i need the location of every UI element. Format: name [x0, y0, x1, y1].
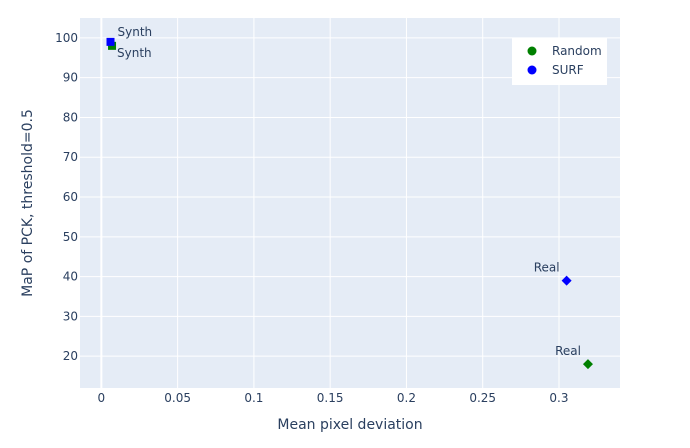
legend-item-random[interactable]: Random [527, 44, 602, 58]
legend[interactable]: Random SURF [512, 38, 607, 85]
y-tick-label: 90 [63, 71, 78, 85]
surf-point-synth[interactable] [106, 37, 115, 46]
y-axis-title: MaP of PCK, threshold=0.5 [20, 109, 36, 297]
surf-point-real[interactable] [561, 275, 572, 286]
y-tick-label: 20 [63, 349, 78, 363]
legend-marker-random [527, 46, 537, 56]
x-tick-label: 0.15 [317, 391, 344, 405]
legend-marker-surf [527, 65, 537, 75]
legend-label-random: Random [552, 44, 602, 58]
x-tick-label: 0.3 [549, 391, 568, 405]
tick-labels: 0 0.05 0.1 0.15 0.2 0.25 0.3 20 30 40 50 60 70 80 90 10… [55, 31, 568, 405]
y-tick-label: 40 [63, 270, 78, 284]
x-tick-label: 0.1 [244, 391, 263, 405]
y-tick-label: 60 [63, 190, 78, 204]
surf-point-label: Real [534, 261, 560, 275]
y-tick-label: 80 [63, 110, 78, 124]
x-axis-title: Mean pixel deviation [277, 417, 422, 433]
grid-lines [80, 18, 620, 388]
random-point-label: Synth [117, 46, 152, 60]
point-labels: Synth Real Synth Real [117, 25, 581, 358]
x-tick-label: 0.2 [397, 391, 416, 405]
y-tick-label: 50 [63, 230, 78, 244]
legend-background [512, 38, 607, 85]
random-point-real[interactable] [582, 359, 593, 370]
y-tick-label: 30 [63, 309, 78, 323]
x-tick-label: 0.25 [469, 391, 496, 405]
random-point-label: Real [555, 344, 581, 358]
legend-item-surf[interactable]: SURF [527, 63, 584, 77]
surf-point-label: Synth [118, 25, 153, 39]
x-tick-label: 0.05 [164, 391, 191, 405]
legend-label-surf: SURF [552, 63, 584, 77]
data-points [106, 37, 593, 370]
y-tick-label: 100 [55, 31, 78, 45]
x-tick-label: 0 [98, 391, 106, 405]
y-tick-label: 70 [63, 150, 78, 164]
